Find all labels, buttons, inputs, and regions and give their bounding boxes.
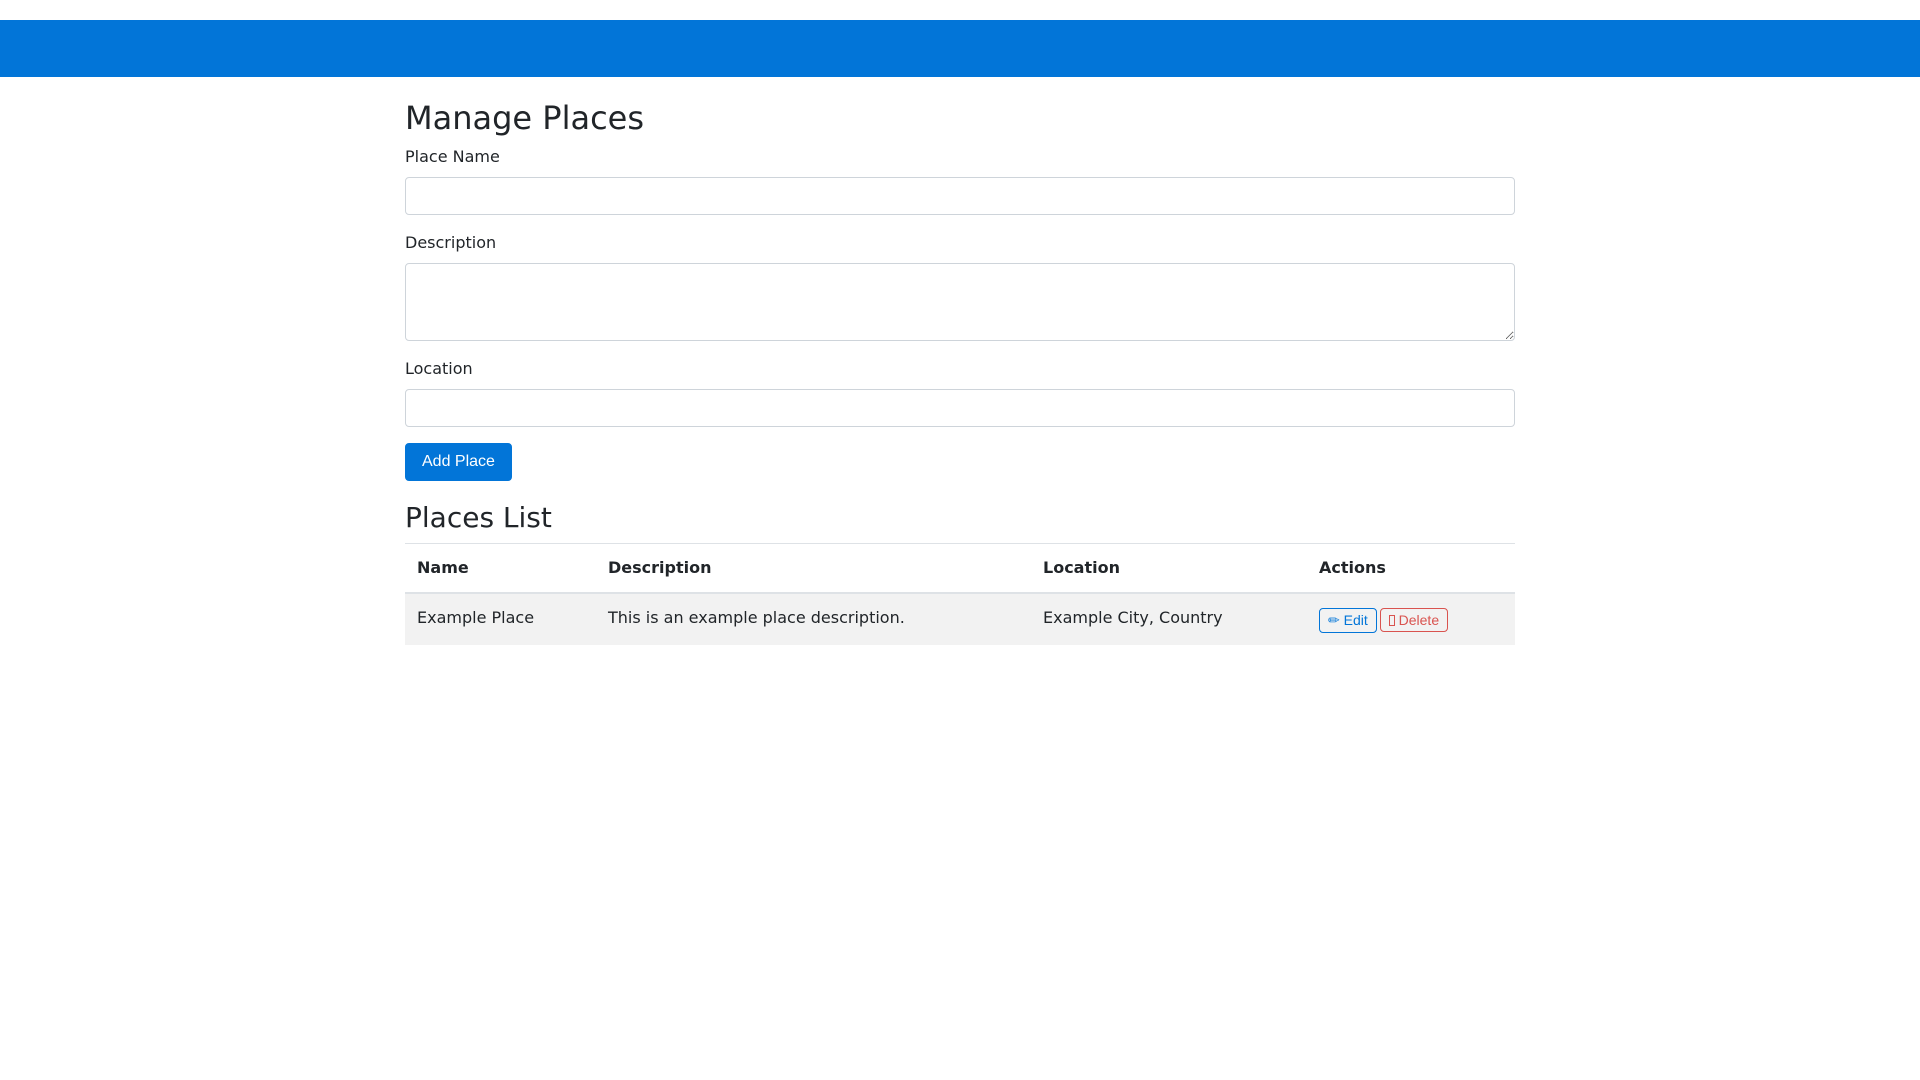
place-description-cell: This is an example place description. (596, 592, 1031, 645)
navbar (0, 20, 1920, 77)
page-title: Manage Places (405, 99, 645, 137)
place-location-cell: Example City, Country (1031, 592, 1307, 645)
location-label: Location (405, 359, 473, 379)
place-name-label: Place Name (405, 147, 500, 167)
column-header-location: Location (1031, 542, 1307, 594)
column-header-description: Description (596, 542, 1031, 594)
description-label: Description (405, 233, 497, 253)
edit-label: Edit (1343, 611, 1368, 628)
edit-button[interactable]: ✏ Edit (1319, 607, 1377, 633)
main-container: Manage Places Place Name Description Loc… (405, 99, 1515, 645)
column-header-name: Name (405, 542, 596, 594)
column-header-actions: Actions (1307, 542, 1515, 594)
delete-button[interactable]: Delete (1379, 607, 1449, 632)
trash-icon (1388, 614, 1395, 626)
places-list-title: Places List (405, 501, 552, 535)
place-name-input[interactable] (405, 177, 1515, 216)
actions-cell: ✏ Edit Delete (1307, 592, 1515, 645)
places-table: Name Description Location Actions Exampl… (405, 542, 1515, 645)
delete-label: Delete (1398, 611, 1440, 628)
table-row: Example Place This is an example place d… (405, 592, 1515, 645)
place-name-cell: Example Place (405, 592, 596, 645)
location-input[interactable] (405, 389, 1515, 428)
pencil-icon: ✏ (1328, 611, 1340, 628)
description-textarea[interactable] (405, 263, 1515, 342)
add-place-button[interactable]: Add Place (405, 443, 512, 482)
